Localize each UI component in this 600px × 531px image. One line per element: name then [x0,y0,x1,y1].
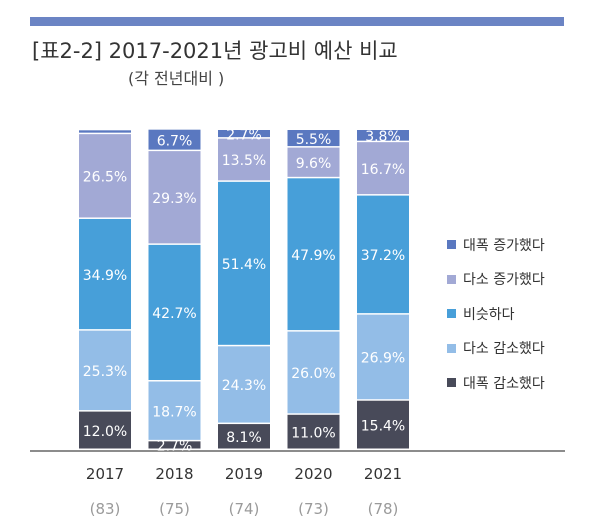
bar-segment [79,134,131,218]
data-label: 6.7% [157,133,193,149]
bar-segment [357,195,409,314]
bar-segment [148,244,201,381]
legend-swatch [447,274,456,284]
bar-segment [218,346,270,423]
bar-segment [287,147,340,177]
legend-label: 대폭 감소했다 [463,375,545,392]
legend-swatch [447,378,456,387]
data-label: 26.9% [361,351,405,367]
chart-title: [표2-2] 2017-2021년 광고비 예산 비교 [32,39,398,63]
x-tick-label: 2017 [86,465,124,483]
bar-segment [218,138,270,181]
x-tick-label: 2020 [294,465,332,483]
legend-item: 대폭 감소했다 [447,374,545,392]
bar-segment [218,130,270,138]
bar-segment [287,331,340,414]
x-tick-label: 2019 [225,465,263,483]
data-label: 12.0% [83,424,127,440]
legend-swatch [447,309,456,318]
legend-swatch [447,240,456,249]
bar-segment [148,381,201,440]
bar-segment [357,400,409,449]
legend-item: 대폭 증가했다 [447,236,545,254]
data-label: 13.5% [222,153,266,169]
bar-segment [79,130,131,133]
sample-size-label: (74) [229,500,260,518]
bar-segment [148,151,201,244]
legend-label: 다소 증가했다 [463,272,545,288]
bar-segment [357,314,409,400]
data-label: 51.4% [222,257,266,273]
data-label: 8.1% [226,430,262,446]
bar-segment [287,414,340,449]
bar-segment [79,330,131,411]
chart-subtitle: (각 전년대비 ) [128,69,225,88]
data-label: 2.7% [226,127,262,143]
data-label: 11.0% [291,425,335,441]
data-label: 24.3% [222,378,266,394]
legend-item: 비슷하다 [447,305,545,323]
legend-item: 다소 감소했다 [447,340,545,357]
bar-segment [79,411,131,449]
data-label: 3.8% [365,129,401,145]
bar-segment [287,130,340,147]
legend-label: 다소 감소했다 [463,341,545,357]
bar-segment [218,424,270,449]
sample-size-label: (83) [90,500,121,518]
legend-item: 다소 증가했다 [447,271,545,288]
bar-segment [357,142,409,195]
x-tick-label: 2021 [364,465,402,483]
data-label: 26.0% [291,366,335,382]
legend-label: 비슷하다 [463,306,515,323]
bar-segment [287,178,340,331]
sample-size-label: (73) [298,500,329,518]
top-rule [30,17,564,26]
sample-size-label: (75) [159,500,190,518]
sample-size-label: (78) [368,500,399,518]
data-label: 2.7% [157,439,193,455]
data-label: 29.3% [152,191,196,207]
bar-segment [79,218,131,330]
data-label: 47.9% [291,248,335,264]
data-label: 25.3% [83,364,127,380]
legend-swatch [447,343,456,353]
bar-segment [148,129,201,150]
data-label: 37.2% [361,248,405,264]
bar-segment [357,130,409,141]
legend-label: 대폭 증가했다 [463,237,545,254]
data-label: 34.9% [83,268,127,284]
data-label: 5.5% [296,132,332,148]
bar-segment [218,181,270,345]
data-label: 15.4% [361,418,405,434]
data-label: 18.7% [152,404,196,420]
bar-segment [148,441,201,449]
data-label: 42.7% [152,306,196,322]
data-label: 9.6% [296,156,332,172]
x-tick-label: 2018 [155,465,193,483]
data-label: 26.5% [83,170,127,186]
data-label: 16.7% [361,162,405,178]
